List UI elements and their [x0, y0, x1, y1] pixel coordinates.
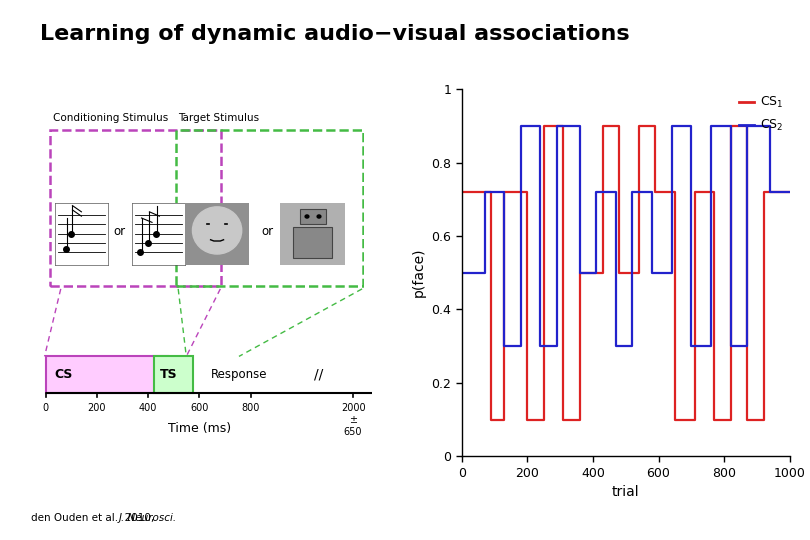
X-axis label: trial: trial: [612, 485, 640, 500]
Text: //: //: [313, 367, 323, 381]
Text: 2000
±
650: 2000 ± 650: [341, 403, 365, 436]
Text: TS: TS: [160, 368, 177, 381]
Bar: [293, 227, 332, 259]
Text: 800: 800: [241, 403, 260, 414]
Text: den Ouden et al.  2010,: den Ouden et al. 2010,: [31, 512, 157, 523]
Y-axis label: p(face): p(face): [411, 248, 426, 298]
Text: Response: Response: [211, 368, 267, 381]
Text: J. Neurosci.: J. Neurosci.: [118, 512, 177, 523]
Text: 200: 200: [87, 403, 106, 414]
Bar: [155, 356, 193, 393]
Text: 400: 400: [139, 403, 157, 414]
Text: Learning of dynamic audio−visual associations: Learning of dynamic audio−visual associa…: [40, 24, 630, 44]
Text: or: or: [114, 225, 126, 238]
Text: or: or: [262, 225, 273, 238]
Text: Conditioning Stimulus: Conditioning Stimulus: [53, 112, 168, 123]
Text: 0: 0: [43, 403, 49, 414]
Text: Target Stimulus: Target Stimulus: [178, 112, 259, 123]
Text: CS: CS: [54, 368, 72, 381]
Bar: [300, 209, 326, 224]
Text: Time (ms): Time (ms): [168, 422, 231, 435]
Legend: CS$_1$, CS$_2$: CS$_1$, CS$_2$: [739, 96, 783, 133]
Text: 600: 600: [190, 403, 208, 414]
Circle shape: [193, 207, 241, 254]
Bar: [45, 356, 168, 393]
